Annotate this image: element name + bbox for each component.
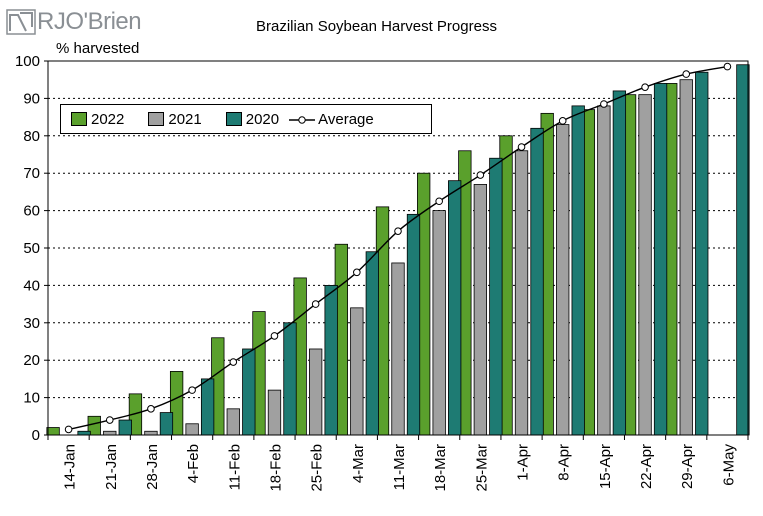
bar-2020	[695, 71, 709, 436]
x-tick-label: 6-May	[720, 444, 737, 486]
bar-2021	[556, 124, 570, 436]
bar-2020	[612, 90, 627, 436]
x-tick-label: 25-Feb	[309, 444, 326, 492]
average-point	[723, 62, 732, 71]
legend-swatch-average	[289, 113, 316, 125]
average-point	[270, 332, 279, 340]
average-point	[558, 117, 567, 125]
average-point	[476, 171, 485, 179]
y-tick-label: 60	[23, 203, 40, 220]
y-tick-label: 30	[23, 315, 40, 332]
y-tick-label: 50	[23, 240, 40, 257]
bar-2020	[283, 322, 297, 436]
x-tick-label: 8-Apr	[556, 444, 573, 481]
bar-2020	[200, 378, 215, 436]
chart-legend: 2022 2021 2020 Average	[60, 104, 432, 134]
bar-2021	[638, 94, 652, 436]
y-tick-label: 0	[32, 427, 40, 444]
bar-2020	[736, 64, 750, 436]
bar-2021	[432, 210, 446, 436]
y-tick-label: 10	[23, 390, 40, 407]
average-point	[517, 143, 526, 151]
x-tick-label: 28-Jan	[144, 444, 161, 490]
plot-border	[47, 60, 749, 436]
x-tick-label: 15-Apr	[597, 444, 614, 489]
bar-2020	[571, 105, 585, 436]
bar-2021	[185, 423, 199, 436]
legend-item-2020: 2020	[225, 110, 280, 128]
logo-text: RJO'Brien	[37, 8, 142, 35]
bar-2020	[159, 412, 174, 436]
legend-item-2022: 2022	[71, 111, 124, 128]
bar-2020	[118, 419, 132, 436]
average-point	[435, 197, 443, 206]
average-point	[229, 358, 238, 366]
legend-swatch-2021	[148, 112, 165, 126]
average-point	[394, 227, 402, 235]
bar-2020	[242, 348, 256, 436]
bar-2021	[308, 348, 323, 436]
average-point	[682, 70, 691, 78]
bar-2021	[267, 389, 282, 436]
logo-mark-icon	[6, 9, 36, 35]
x-tick-label: 25-Mar	[473, 444, 490, 492]
bar-2021	[514, 150, 529, 436]
x-tick-label: 11-Feb	[226, 444, 243, 490]
x-tick-label: 4-Feb	[185, 444, 202, 483]
bar-2022	[46, 427, 60, 436]
legend-item-average: Average	[289, 111, 374, 128]
average-point	[600, 100, 608, 108]
bar-2020	[406, 213, 421, 436]
x-tick-label: 14-Jan	[62, 444, 79, 490]
legend-label-average: Average	[318, 110, 374, 128]
average-point	[188, 386, 196, 394]
bar-2020	[448, 180, 462, 436]
bar-2021	[391, 262, 405, 436]
bar-2021	[103, 430, 117, 436]
bar-2020	[77, 430, 91, 436]
bar-2020	[530, 127, 544, 436]
x-tick-label: 22-Apr	[638, 444, 655, 489]
bar-2021	[144, 430, 158, 436]
legend-label-2021: 2021	[168, 110, 202, 128]
y-tick-label: 90	[23, 90, 40, 107]
average-point	[64, 425, 73, 434]
average-point	[641, 83, 649, 91]
bar-2020	[365, 251, 379, 436]
x-tick-label: 21-Jan	[103, 444, 120, 490]
x-tick-label: 18-Mar	[432, 444, 449, 492]
average-point	[311, 300, 320, 308]
x-tick-label: 29-Apr	[679, 444, 696, 489]
x-tick-label: 11-Mar	[391, 444, 408, 490]
y-tick-label: 40	[23, 277, 40, 294]
y-tick-label: 80	[23, 128, 40, 145]
bar-2020	[324, 284, 338, 436]
y-tick-label: 100	[15, 53, 40, 70]
legend-label-2020: 2020	[245, 110, 280, 128]
average-point	[353, 268, 361, 277]
bar-2021	[473, 184, 488, 436]
y-tick-label: 70	[23, 165, 40, 182]
y-tick-label: 20	[23, 352, 40, 369]
bar-2021	[350, 307, 364, 436]
legend-label-2022: 2022	[91, 110, 125, 128]
bar-2020	[489, 157, 503, 436]
bar-2021	[226, 408, 240, 436]
y-axis-title: % harvested	[56, 40, 140, 57]
chart-title: Brazilian Soybean Harvest Progress	[256, 18, 497, 35]
average-point	[105, 416, 114, 424]
bar-2020	[653, 83, 668, 436]
legend-swatch-2022	[71, 112, 87, 126]
x-tick-label: 18-Feb	[267, 444, 284, 492]
x-tick-label: 4-Mar	[350, 444, 367, 483]
company-logo: RJO'Brien	[6, 8, 142, 36]
average-point	[147, 405, 155, 413]
bar-2021	[679, 79, 693, 436]
legend-swatch-2020	[225, 112, 242, 126]
x-tick-label: 1-Apr	[515, 444, 532, 481]
legend-item-2021: 2021	[148, 110, 202, 128]
bar-2021	[597, 105, 611, 436]
